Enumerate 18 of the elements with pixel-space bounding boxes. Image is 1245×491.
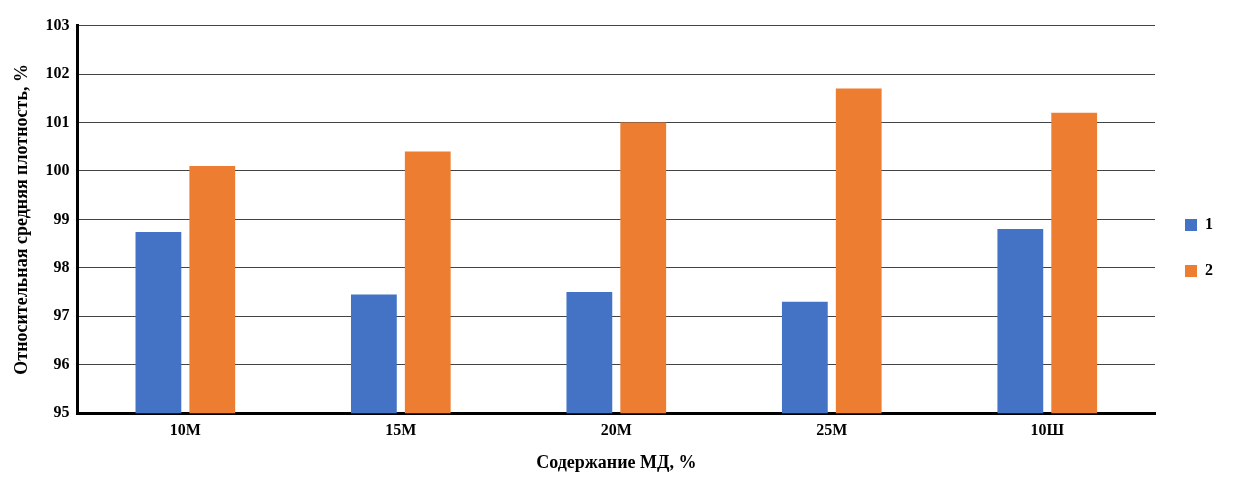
y-tick-label: 99 (53, 209, 70, 227)
x-tick-label: 20М (600, 420, 632, 438)
x-tick-label: 10М (169, 420, 201, 438)
y-tick-label: 95 (53, 403, 70, 421)
legend-label: 2 (1205, 261, 1213, 279)
y-tick-label: 102 (45, 64, 70, 82)
y-axis-title: Относительная средняя плотность, % (11, 64, 32, 375)
y-tick-label: 100 (45, 161, 70, 179)
y-tick-label: 98 (53, 257, 70, 275)
x-tick-label: 15М (385, 420, 417, 438)
x-tick-label: 25М (816, 420, 848, 438)
x-tick-label: 10Ш (1030, 420, 1065, 438)
x-axis-title: Содержание МД, % (536, 451, 697, 472)
legend-label: 1 (1205, 215, 1213, 233)
y-tick-label: 103 (45, 15, 70, 33)
y-tick-label: 101 (45, 112, 70, 130)
y-tick-label: 97 (53, 306, 70, 324)
y-tick-label: 96 (53, 354, 70, 372)
